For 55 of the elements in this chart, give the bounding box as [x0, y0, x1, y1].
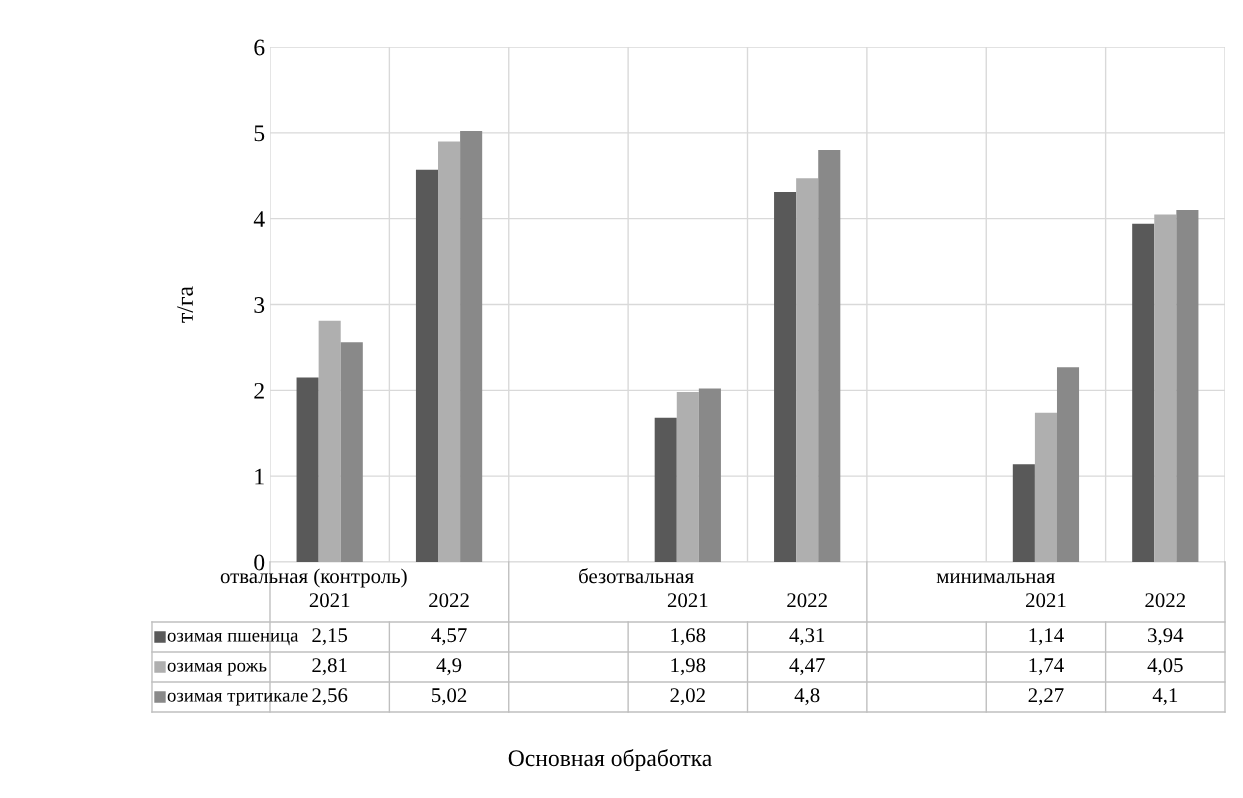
text: минимальная: [936, 573, 1055, 584]
data-label: 2,27: [1028, 688, 1064, 706]
text: Основная обработка: [508, 749, 712, 771]
text: безотвальная: [579, 568, 694, 584]
bar: [774, 192, 797, 562]
data-label: 4,31: [789, 628, 825, 646]
data-label: 2,15: [312, 628, 348, 646]
bar: [318, 320, 341, 562]
x-tick-label: 2021: [1026, 593, 1066, 608]
data-label: 1,14: [1029, 628, 1064, 646]
data-label: 2,56: [312, 688, 348, 706]
x-tick-label: 2021: [309, 593, 350, 608]
x-tick-label: 2022: [1145, 593, 1185, 608]
legend-label: озимая рожь: [167, 662, 267, 676]
bar: [796, 178, 819, 562]
bar: [460, 131, 483, 562]
bar: [1034, 412, 1057, 562]
bar: [654, 417, 677, 562]
y-tick-label: 3: [254, 297, 265, 313]
bar: [676, 392, 699, 562]
x-tick-label: 2022: [429, 593, 469, 608]
bar: [296, 377, 319, 562]
data-label: 3,94: [1148, 628, 1184, 646]
data-label: 1,98: [671, 658, 706, 676]
data-label: 4,1: [1152, 688, 1178, 706]
legend-label: озимая пшеница: [167, 632, 299, 646]
bar: [1154, 214, 1177, 562]
data-label: 4,47: [789, 658, 825, 676]
bar: [340, 342, 363, 562]
data-label: 4,05: [1147, 658, 1183, 676]
x-tick-label: 2022: [787, 593, 827, 608]
data-label: 1,74: [1029, 658, 1064, 676]
y-tick-label: 4: [253, 211, 265, 227]
bar: [1012, 464, 1035, 562]
bar: [818, 150, 841, 562]
data-label: 4,57: [431, 628, 467, 646]
bar: [1132, 223, 1155, 562]
bar: [415, 169, 439, 562]
data-label: 1,68: [671, 628, 706, 646]
bar: [1176, 210, 1199, 562]
bar: [1056, 367, 1080, 562]
y-tick-label: 1: [255, 468, 264, 485]
y-tick-label: 6: [254, 39, 265, 56]
data-label: 2,02: [670, 688, 705, 706]
y-axis-title: т/га: [177, 286, 193, 323]
y-tick-label: 5: [254, 125, 265, 142]
data-label: 2,81: [312, 658, 347, 676]
bar: [438, 141, 461, 562]
bar: [698, 388, 721, 562]
data-label: 4,9: [436, 658, 462, 676]
x-tick-label: 2021: [667, 593, 708, 608]
data-label: 5,02: [432, 688, 467, 706]
y-tick-label: 2: [254, 382, 264, 399]
legend-label: озимая тритикале: [167, 692, 308, 706]
data-label: 4,8: [794, 688, 820, 706]
